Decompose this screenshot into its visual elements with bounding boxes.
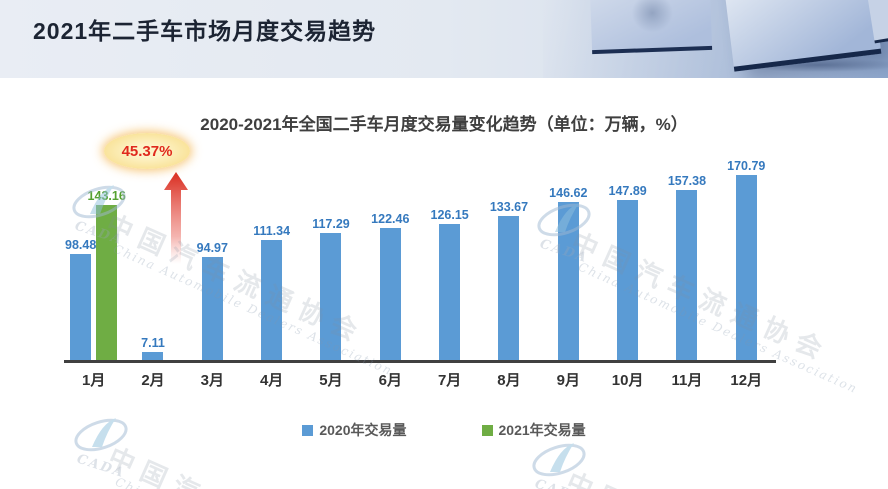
legend-label-2021: 2021年交易量	[498, 422, 586, 438]
bar-value-label: 157.38	[667, 173, 707, 188]
bar-group-m7: 126.15	[420, 146, 479, 360]
bar-group-m6: 122.46	[361, 146, 420, 360]
bar-2020-m8: 133.67	[490, 200, 528, 360]
bar-2020-m6: 122.46	[371, 212, 409, 360]
bar-value-label: 111.34	[253, 223, 291, 238]
cada-logo-icon	[532, 443, 586, 477]
bar-2021-m1: 143.16	[88, 189, 126, 360]
bar-value-label: 7.11	[141, 336, 165, 351]
bar-group-m2: 7.11	[123, 146, 182, 360]
x-axis-label-m8: 8月	[497, 372, 521, 389]
bar-2020-m1: 98.48	[65, 238, 96, 360]
bar-group-m9: 146.62	[539, 146, 598, 360]
bar-group-m3: 94.97	[183, 146, 242, 360]
x-axis-label-m2: 2月	[141, 372, 165, 389]
bar-2020-m4: 111.34	[253, 224, 290, 360]
bar-value-label: 94.97	[196, 241, 228, 256]
watermark-cn-text: 中国汽车流通协会	[103, 437, 411, 489]
x-axis-label-m5: 5月	[319, 372, 343, 389]
bar-value-label: 170.79	[727, 159, 766, 174]
bar-group-m5: 117.29	[301, 146, 360, 360]
bar-value-label: 143.16	[87, 189, 126, 204]
bar-group-m10: 147.89	[598, 146, 657, 360]
x-axis-label-m1: 1月	[81, 372, 106, 389]
watermark-cn-text: 中国汽车流通协会	[561, 462, 869, 489]
header-decoration-cubes	[543, 0, 888, 78]
bar-2020-m7: 126.15	[431, 208, 469, 360]
chart-title: 2020-2021年全国二手车月度交易量变化趋势（单位：万辆，%）	[200, 115, 688, 134]
watermark-en-text: China Automobile Dealers Association	[113, 475, 397, 489]
x-axis-labels: 1月 2月 3月 4月 5月 6月 7月 8月 9月 10月 11月 12月	[64, 369, 776, 390]
x-axis-label-m9: 9月	[556, 372, 580, 389]
bar-2020-m10: 147.89	[608, 184, 647, 360]
bar-group-m8: 133.67	[479, 146, 538, 360]
legend-label-2020: 2020年交易量	[319, 422, 407, 438]
legend-swatch-2021	[481, 424, 493, 436]
x-axis-label-m11: 11月	[671, 372, 703, 389]
bar-value-label: 133.67	[489, 199, 529, 214]
bar-value-label: 98.48	[65, 237, 97, 252]
plot-area: 98.48 143.16 7.11 94.97 111.34 117.29 122.46 12…	[64, 146, 776, 363]
x-axis-label-m6: 6月	[378, 372, 402, 389]
page-title: 2021年二手车市场月度交易趋势	[33, 18, 377, 44]
cada-abbr-text: CADA	[533, 477, 585, 489]
legend-item-2021: 2021年交易量	[481, 420, 586, 440]
bar-group-m11: 157.38	[657, 146, 716, 360]
bar-value-label: 126.15	[430, 207, 469, 222]
bar-2020-m3: 94.97	[197, 241, 228, 360]
cada-abbr-text: CADA	[74, 451, 127, 482]
x-axis-label-m12: 12月	[730, 372, 763, 389]
bar-2020-m9: 146.62	[549, 186, 587, 360]
legend-swatch-2020	[302, 424, 314, 436]
bar-2020-m12: 170.79	[727, 159, 765, 360]
bar-group-m12: 170.79	[717, 146, 776, 360]
growth-annotation-text: 45.37%	[121, 142, 173, 160]
bar-value-label: 122.46	[371, 211, 410, 226]
bar-2020-m11: 157.38	[668, 174, 706, 360]
cube-graphic	[589, 0, 713, 55]
growth-annotation-badge: 45.37%	[104, 133, 190, 169]
header-band: 2021年二手车市场月度交易趋势	[0, 0, 888, 78]
bar-2020-m5: 117.29	[312, 217, 350, 360]
legend-item-2020: 2020年交易量	[302, 420, 407, 440]
bar-group-m1: 98.48 143.16	[64, 146, 126, 360]
x-axis-label-m7: 7月	[437, 372, 462, 389]
legend: 2020年交易量 2021年交易量	[0, 420, 888, 440]
bar-value-label: 147.89	[608, 184, 647, 199]
bar-value-label: 146.62	[549, 185, 588, 200]
x-axis-label-m4: 4月	[259, 372, 284, 389]
bar-2020-m2: 7.11	[141, 336, 165, 360]
bar-value-label: 117.29	[312, 217, 350, 232]
x-axis-label-m3: 3月	[200, 372, 224, 389]
x-axis-label-m10: 10月	[611, 372, 644, 389]
growth-arrow-icon	[164, 172, 188, 264]
bar-group-m4: 111.34	[242, 146, 301, 360]
